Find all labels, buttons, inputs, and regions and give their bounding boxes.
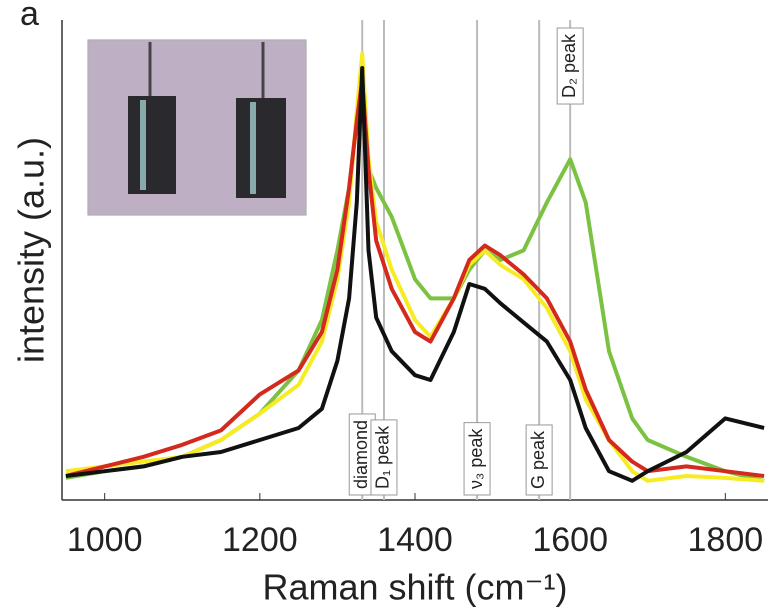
- annotation-box: [370, 419, 398, 496]
- spectrum-line: [65, 78, 765, 478]
- x-tick-label: 1200: [222, 521, 298, 559]
- inset-photo: [87, 39, 307, 216]
- annotation-box: [556, 27, 584, 105]
- y-axis-label: intensity (a.u.): [11, 137, 52, 363]
- x-tick-label: 1400: [377, 521, 453, 559]
- annotation-box: [463, 422, 491, 496]
- annotation-label: D₂ peak: [559, 33, 579, 98]
- x-axis-label: Raman shift (cm⁻¹): [262, 567, 567, 608]
- annotation-label-group: D₂ peak: [556, 27, 584, 105]
- annotation-label: D₁ peak: [373, 425, 393, 489]
- x-tick-label: 1800: [688, 521, 764, 559]
- x-tick-label: 1600: [532, 521, 608, 559]
- annotation-label-group: ν₃ peak: [463, 422, 491, 496]
- panel-label: a: [20, 0, 39, 33]
- x-tick-label: 1000: [67, 521, 143, 559]
- annotation-label: diamond: [351, 420, 371, 489]
- annotation-label: G peak: [528, 430, 548, 489]
- annotation-label-group: G peak: [525, 424, 553, 496]
- annotation-box: [525, 424, 553, 496]
- annotation-label-group: D₁ peak: [370, 419, 398, 496]
- annotation-label: ν₃ peak: [466, 428, 486, 489]
- spectrum-line: [65, 66, 765, 483]
